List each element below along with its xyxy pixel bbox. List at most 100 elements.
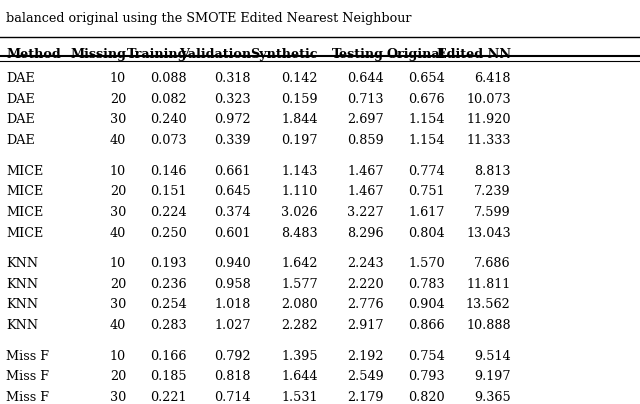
Text: 0.676: 0.676 bbox=[408, 93, 445, 106]
Text: 0.751: 0.751 bbox=[408, 185, 445, 198]
Text: 1.467: 1.467 bbox=[348, 185, 384, 198]
Text: 0.972: 0.972 bbox=[214, 114, 251, 126]
Text: 0.236: 0.236 bbox=[150, 278, 187, 291]
Text: 0.793: 0.793 bbox=[408, 370, 445, 383]
Text: 1.642: 1.642 bbox=[282, 257, 318, 270]
Text: 20: 20 bbox=[110, 370, 126, 383]
Text: 0.818: 0.818 bbox=[214, 370, 251, 383]
Text: 7.686: 7.686 bbox=[474, 257, 511, 270]
Text: 0.601: 0.601 bbox=[214, 227, 251, 240]
Text: DAE: DAE bbox=[6, 134, 35, 147]
Text: 0.713: 0.713 bbox=[348, 93, 384, 106]
Text: MICE: MICE bbox=[6, 185, 44, 198]
Text: 1.844: 1.844 bbox=[282, 114, 318, 126]
Text: 0.082: 0.082 bbox=[150, 93, 187, 106]
Text: 1.027: 1.027 bbox=[214, 319, 251, 332]
Text: 9.197: 9.197 bbox=[474, 370, 511, 383]
Text: 1.467: 1.467 bbox=[348, 165, 384, 178]
Text: 2.220: 2.220 bbox=[348, 278, 384, 291]
Text: 2.549: 2.549 bbox=[348, 370, 384, 383]
Text: 1.395: 1.395 bbox=[282, 350, 318, 363]
Text: 0.792: 0.792 bbox=[214, 350, 251, 363]
Text: 0.654: 0.654 bbox=[408, 72, 445, 85]
Text: 1.570: 1.570 bbox=[408, 257, 445, 270]
Text: 3.227: 3.227 bbox=[348, 206, 384, 219]
Text: 0.197: 0.197 bbox=[282, 134, 318, 147]
Text: 2.243: 2.243 bbox=[348, 257, 384, 270]
Text: 1.018: 1.018 bbox=[214, 299, 251, 311]
Text: 7.239: 7.239 bbox=[474, 185, 511, 198]
Text: 0.754: 0.754 bbox=[408, 350, 445, 363]
Text: 8.296: 8.296 bbox=[348, 227, 384, 240]
Text: 10.888: 10.888 bbox=[466, 319, 511, 332]
Text: 0.645: 0.645 bbox=[214, 185, 251, 198]
Text: 0.221: 0.221 bbox=[150, 391, 187, 404]
Text: 10.073: 10.073 bbox=[466, 93, 511, 106]
Text: MICE: MICE bbox=[6, 206, 44, 219]
Text: 1.644: 1.644 bbox=[282, 370, 318, 383]
Text: KNN: KNN bbox=[6, 257, 38, 270]
Text: 0.859: 0.859 bbox=[348, 134, 384, 147]
Text: 2.697: 2.697 bbox=[348, 114, 384, 126]
Text: 2.080: 2.080 bbox=[282, 299, 318, 311]
Text: DAE: DAE bbox=[6, 114, 35, 126]
Text: 30: 30 bbox=[110, 206, 126, 219]
Text: 0.250: 0.250 bbox=[150, 227, 187, 240]
Text: 0.240: 0.240 bbox=[150, 114, 187, 126]
Text: KNN: KNN bbox=[6, 278, 38, 291]
Text: 1.154: 1.154 bbox=[408, 114, 445, 126]
Text: 9.514: 9.514 bbox=[474, 350, 511, 363]
Text: 0.142: 0.142 bbox=[282, 72, 318, 85]
Text: 0.374: 0.374 bbox=[214, 206, 251, 219]
Text: 30: 30 bbox=[110, 391, 126, 404]
Text: 10: 10 bbox=[110, 257, 126, 270]
Text: 20: 20 bbox=[110, 93, 126, 106]
Text: 2.192: 2.192 bbox=[348, 350, 384, 363]
Text: 0.193: 0.193 bbox=[150, 257, 187, 270]
Text: 40: 40 bbox=[110, 227, 126, 240]
Text: 0.904: 0.904 bbox=[408, 299, 445, 311]
Text: 20: 20 bbox=[110, 278, 126, 291]
Text: Miss F: Miss F bbox=[6, 391, 49, 404]
Text: 1.143: 1.143 bbox=[282, 165, 318, 178]
Text: 0.774: 0.774 bbox=[408, 165, 445, 178]
Text: 6.418: 6.418 bbox=[474, 72, 511, 85]
Text: 9.365: 9.365 bbox=[474, 391, 511, 404]
Text: Missing: Missing bbox=[70, 48, 126, 61]
Text: 13.562: 13.562 bbox=[466, 299, 511, 311]
Text: 1.577: 1.577 bbox=[282, 278, 318, 291]
Text: 11.811: 11.811 bbox=[467, 278, 511, 291]
Text: Edited NN: Edited NN bbox=[436, 48, 511, 61]
Text: 30: 30 bbox=[110, 114, 126, 126]
Text: 3.026: 3.026 bbox=[282, 206, 318, 219]
Text: 0.940: 0.940 bbox=[214, 257, 251, 270]
Text: 2.776: 2.776 bbox=[348, 299, 384, 311]
Text: Method: Method bbox=[6, 48, 61, 61]
Text: Synthetic: Synthetic bbox=[251, 48, 318, 61]
Text: Training: Training bbox=[126, 48, 187, 61]
Text: 8.483: 8.483 bbox=[282, 227, 318, 240]
Text: 1.154: 1.154 bbox=[408, 134, 445, 147]
Text: 11.920: 11.920 bbox=[466, 114, 511, 126]
Text: 0.644: 0.644 bbox=[348, 72, 384, 85]
Text: 13.043: 13.043 bbox=[466, 227, 511, 240]
Text: 2.917: 2.917 bbox=[348, 319, 384, 332]
Text: DAE: DAE bbox=[6, 72, 35, 85]
Text: Validation: Validation bbox=[179, 48, 251, 61]
Text: 0.159: 0.159 bbox=[282, 93, 318, 106]
Text: 0.714: 0.714 bbox=[214, 391, 251, 404]
Text: MICE: MICE bbox=[6, 227, 44, 240]
Text: 2.282: 2.282 bbox=[282, 319, 318, 332]
Text: 10: 10 bbox=[110, 350, 126, 363]
Text: 7.599: 7.599 bbox=[474, 206, 511, 219]
Text: 0.783: 0.783 bbox=[408, 278, 445, 291]
Text: 1.617: 1.617 bbox=[408, 206, 445, 219]
Text: DAE: DAE bbox=[6, 93, 35, 106]
Text: 0.088: 0.088 bbox=[150, 72, 187, 85]
Text: 40: 40 bbox=[110, 134, 126, 147]
Text: 1.531: 1.531 bbox=[282, 391, 318, 404]
Text: 1.110: 1.110 bbox=[282, 185, 318, 198]
Text: Miss F: Miss F bbox=[6, 350, 49, 363]
Text: 0.866: 0.866 bbox=[408, 319, 445, 332]
Text: 0.073: 0.073 bbox=[150, 134, 187, 147]
